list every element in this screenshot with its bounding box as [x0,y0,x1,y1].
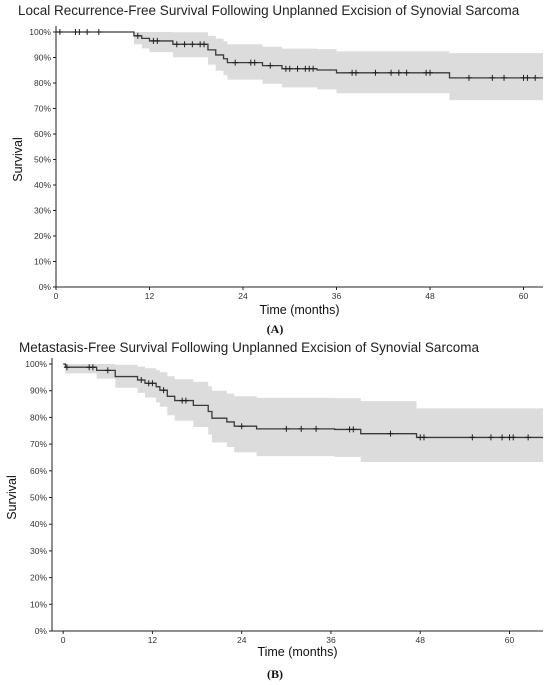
confidence-band [56,32,543,101]
confidence-band [63,364,544,462]
y-tick-label: 90% [30,386,47,396]
censor-mark [138,377,145,384]
x-tick-label: 12 [145,291,155,301]
y-tick-label: 40% [30,519,47,529]
censor-mark [160,387,167,394]
censor-mark [283,425,290,432]
censor-mark [189,41,196,48]
y-tick-label: 70% [34,104,51,114]
y-tick-label: 70% [30,439,47,449]
y-tick-label: 10% [30,599,47,609]
y-axis-title: Survival [11,137,25,181]
x-tick-label: 36 [332,291,342,301]
y-tick-label: 10% [34,257,51,267]
chart-title: Local Recurrence-Free Survival Following… [18,3,520,18]
y-tick-label: 0% [39,282,52,292]
y-tick-label: 60% [34,129,51,139]
chart-panel-b: Metastasis-Free Survival Following Unpla… [0,337,550,685]
censor-mark [238,423,245,430]
censor-mark [532,74,539,81]
censor-mark [182,397,189,404]
x-tick-label: 0 [54,291,59,301]
censor-mark [525,434,532,441]
x-tick-label: 60 [505,635,515,645]
km-chart-b: Metastasis-Free Survival Following Unpla… [5,340,544,681]
y-tick-label: 50% [34,155,51,165]
censor-mark [294,65,301,72]
y-tick-label: 50% [30,493,47,503]
y-tick-label: 0% [35,626,48,636]
censor-mark [76,29,83,35]
censor-mark [89,364,96,371]
x-axis-title: Time (months) [257,645,337,659]
censor-mark [84,29,91,35]
y-tick-label: 60% [30,466,47,476]
chart-title: Metastasis-Free Survival Following Unpla… [19,340,479,355]
censor-mark [403,69,410,76]
censor-mark [501,74,508,81]
censor-mark [420,434,427,441]
censor-mark [56,29,63,35]
x-tick-label: 48 [416,635,426,645]
y-tick-label: 80% [30,412,47,422]
censor-mark [95,29,102,35]
survival-curve [63,363,543,439]
censor-mark [469,434,476,441]
x-tick-label: 60 [519,291,529,301]
censor-mark [489,74,496,81]
censor-mark [388,69,395,76]
censor-mark [350,426,357,433]
panel-label: (A) [267,322,284,336]
censor-mark [395,69,402,76]
censor-mark [181,41,188,48]
x-tick-label: 24 [238,291,248,301]
censor-mark [465,74,472,81]
y-tick-label: 40% [34,180,51,190]
y-tick-label: 100% [25,359,47,369]
censor-mark [286,65,293,72]
censor-mark [267,62,274,69]
survival-curve [56,31,543,79]
x-tick-label: 36 [326,635,336,645]
x-axis-title: Time (months) [259,303,339,317]
censor-mark [387,430,394,437]
x-tick-label: 24 [237,635,247,645]
x-tick-label: 48 [425,291,435,301]
censor-mark [427,69,434,76]
y-tick-label: 100% [29,27,51,37]
y-tick-label: 80% [34,78,51,88]
censor-mark [487,434,494,441]
censor-mark [372,69,379,76]
censor-mark [154,37,161,44]
censor-mark [232,59,239,66]
censor-mark [499,434,506,441]
censor-mark [173,41,180,48]
censor-mark [298,425,305,432]
censor-mark [510,434,517,441]
censor-mark [524,74,531,81]
y-tick-label: 20% [34,231,51,241]
censor-mark [134,32,141,39]
x-tick-label: 12 [148,635,158,645]
x-tick-label: 0 [61,635,66,645]
censor-mark [310,65,317,72]
censor-mark [313,425,320,432]
censor-mark [104,367,111,374]
censor-mark [251,59,258,66]
censor-mark [149,380,156,387]
censor-mark [63,364,70,371]
censor-mark [352,69,359,76]
y-tick-label: 30% [30,546,47,556]
censor-mark [201,41,208,48]
chart-panel-a: Local Recurrence-Free Survival Following… [0,0,550,337]
y-tick-label: 30% [34,206,51,216]
y-tick-label: 90% [34,53,51,63]
panel-label: (B) [267,667,283,681]
y-tick-label: 20% [30,573,47,583]
y-axis-title: Survival [5,475,19,519]
km-chart-a: Local Recurrence-Free Survival Following… [11,3,543,336]
